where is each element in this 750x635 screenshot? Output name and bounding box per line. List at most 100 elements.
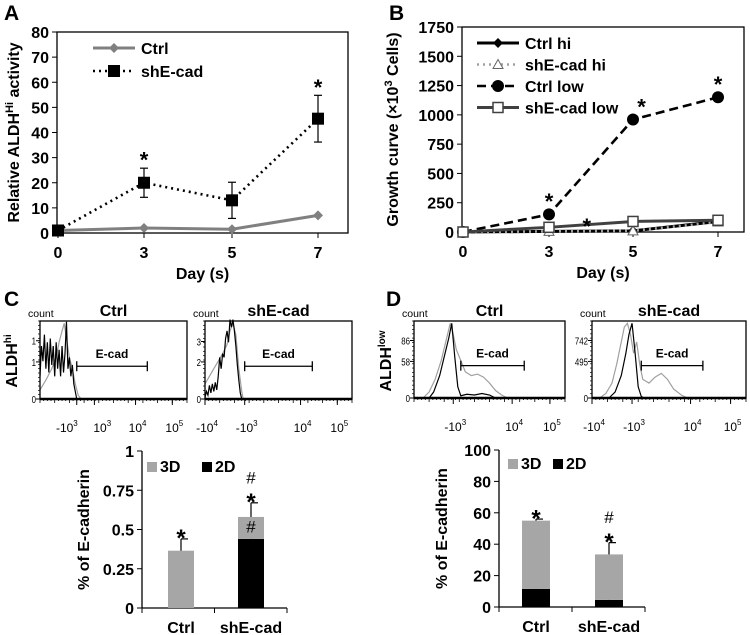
x-tick-label-main: -10 [583,420,601,434]
x-tick-label: -104 [196,419,218,435]
significance-marker: * [140,148,149,173]
y-tick-label: 0 [584,393,588,404]
x-tick-label-main: 10 [684,420,698,434]
y-tick-label: 80 [31,25,49,42]
count-label: count [193,308,219,320]
legend-item: shE-cad low [477,101,619,118]
legend-swatch [508,459,518,469]
plot-frame [56,31,349,234]
x-tick-label: -103 [56,419,78,435]
x-tick-label: 105 [330,419,348,435]
x-tick-label: 104 [129,419,147,435]
x-tick-label: 0 [54,245,63,262]
x-tick-label: 5 [629,244,638,261]
data-point [139,222,149,233]
y-tick-label: 10 [31,201,49,218]
legend-marker [492,101,504,114]
data-point [138,176,150,189]
histogram-trace [599,322,688,399]
y-axis-label: Growth curve (×103 Cells) [383,32,402,226]
x-tick-label: shE-cad [220,620,282,635]
count-label: count [402,308,428,320]
gate-label: E-cad [656,347,689,361]
data-point [543,221,555,234]
histogram-trace [39,323,82,400]
legend-label: 3D [160,459,180,476]
x-tick-label-main: 10 [505,420,519,434]
x-tick-label-sup: 3 [107,419,112,428]
legend-item: Ctrl hi [477,36,571,53]
y-tick-label: 0.25 [103,562,134,579]
x-tick-label-main: 10 [330,421,344,435]
x-tick-label: 104 [684,418,702,434]
significance-marker: # [604,508,614,527]
x-tick-label-sup: 5 [737,418,742,427]
x-tick-label-main: 10 [294,421,308,435]
count-label: count [580,308,606,320]
y-axis-label-main: Growth curve (×10 [385,86,402,226]
histogram-trace [428,323,496,399]
panel-label-d: D [386,288,401,311]
panel-label-c: C [4,288,19,311]
significance-marker: * [604,529,614,556]
legend-marker [492,80,504,92]
y-tick-label: 1000 [418,108,454,125]
x-tick-label-sup: 5 [179,419,184,428]
x-tick-label-sup: 3 [640,418,645,427]
panel-label-a: A [4,2,19,25]
x-tick-label: 3 [545,244,554,261]
y-tick-label: 20 [31,176,49,193]
legend-label: shE-cad [141,64,203,81]
series-she-cad-low [457,214,724,238]
y-tick-label: 742 [575,335,588,346]
significance-marker: * [531,505,541,532]
bar-3d [168,550,194,608]
bar-chart-d: 0 20 40 60 80 100 % of E-cadherin Ctrl shE-cad * *… [434,443,646,635]
y-tick-label: 1500 [418,49,454,66]
y-axis-label-sup: 3 [383,80,395,86]
x-tick-label: 105 [724,418,742,434]
legend-label: Ctrl [141,41,169,58]
y-tick-label: 2 [197,357,201,368]
data-point [226,194,238,207]
data-point [543,208,555,221]
legend-item: shE-cad [93,64,203,81]
significance-marker: * [545,189,554,214]
y-tick-label: 60 [31,75,49,92]
x-tick-label: 3 [140,245,149,262]
x-tick-label: 103 [93,419,111,435]
y-tick-label: 1750 [418,20,454,37]
gate-e-cad: E-cad [640,347,704,371]
x-tick-label-main: -10 [236,421,254,435]
x-tick-label-main: 10 [93,421,107,435]
row-label: ALDHhi [3,334,21,388]
legend-swatch [147,462,157,472]
significance-marker: * [314,75,323,100]
significance-marker: * [714,72,723,97]
chart-a: 0 10 20 30 40 50 60 70 80 0 3 5 7 Day (s) Relative ALD… [4,25,349,283]
data-point [312,112,324,125]
legend-label: Ctrl low [525,79,584,96]
y-axis-label-main: Relative ALDH [6,113,23,223]
histogram-trace [204,319,243,400]
x-tick-label: Ctrl [167,620,195,635]
bar-2d [522,588,550,607]
x-tick-label-sup: 4 [307,419,312,428]
data-point [52,224,64,237]
significance-marker: # [246,468,256,487]
series-line [462,220,719,234]
y-tick-label: 58 [401,356,410,367]
legend-label: 3D [521,456,541,473]
y-tick-label: 1250 [418,79,454,96]
legend-marker [493,38,503,48]
gate-label: E-cad [476,347,509,361]
y-tick-label: 1 [32,336,36,347]
legend-label: 2D [566,456,586,473]
x-tick-label: 105 [165,419,183,435]
chart-b: 0 250 500 750 1000 1250 1500 1750 0 3 5 7 Day (s) Gro… [383,20,745,282]
y-tick-label: 3 [197,336,201,347]
significance-marker: # [246,517,256,536]
legend-marker [108,65,120,77]
